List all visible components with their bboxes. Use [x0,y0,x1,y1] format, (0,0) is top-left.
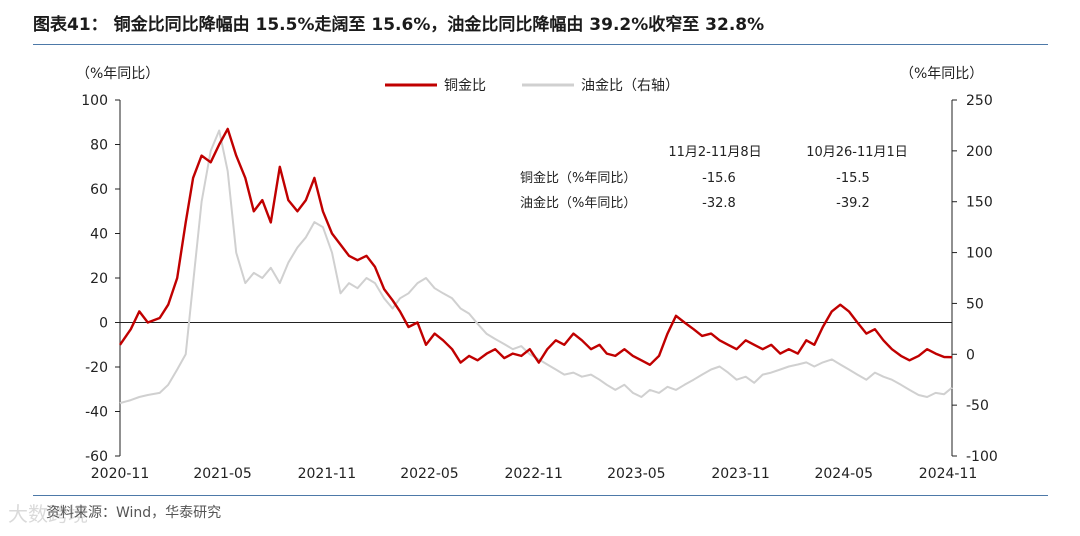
table-cell-copper-gold-previous: -15.5 [836,171,870,186]
left-axis-unit: （%年同比） [76,66,159,82]
left-axis-tick-label: 40 [90,227,108,243]
left-axis-tick-label: 20 [90,271,108,287]
legend-label-oil-gold: 油金比（右轴） [581,78,679,94]
series-line-copper-gold [119,127,953,366]
left-axis-tick-label: 80 [90,138,108,154]
source-note: 资料来源：Wind，华泰研究 [46,505,222,521]
right-axis-tick-label: 0 [966,347,975,363]
table-row-label-copper-gold: 铜金比（%年同比） [520,170,636,186]
chart: （%年同比） （%年同比） 铜金比 油金比（右轴） 100806040200-2… [76,66,998,482]
table-cell-copper-gold-current: -15.6 [702,171,736,186]
x-axis-tick-label: 2022-11 [504,466,563,482]
right-axis-tick-label: -50 [966,398,989,414]
x-axis-tick-label: 2021-05 [193,466,252,482]
x-axis-tick-label: 2022-05 [400,466,459,482]
series-line-oil-gold [119,129,953,405]
table-cell-oil-gold-previous: -39.2 [836,196,870,211]
watermark: 大数跨境 [8,502,88,526]
x-axis-tick-label: 2023-11 [711,466,770,482]
left-axis-tick-label: 0 [99,316,108,332]
left-axis-tick-label: -60 [85,449,108,465]
x-axis-tick-label: 2021-11 [298,466,357,482]
table-cell-oil-gold-current: -32.8 [702,196,736,211]
right-axis-tick-label: 250 [966,93,993,109]
left-axis-tick-label: 60 [90,182,108,198]
x-axis-tick-label: 2024-11 [919,466,978,482]
right-axis-unit: （%年同比） [900,66,983,82]
left-axis-tick-label: 100 [81,93,108,109]
legend: 铜金比 油金比（右轴） [385,78,679,94]
footer-divider [33,495,1048,496]
x-axis-tick-label: 2024-05 [814,466,873,482]
title-divider [33,44,1048,45]
legend-label-copper-gold: 铜金比 [444,78,486,94]
right-axis-tick-label: 50 [966,296,984,312]
x-axis-tick-label: 2023-05 [607,466,666,482]
page-title: 图表41： 铜金比同比降幅由 15.5%走阔至 15.6%，油金比同比降幅由 3… [33,15,765,35]
x-axis-tick-label: 2020-11 [91,466,150,482]
data-table: 11月2-11月8日 10月26-11月1日 铜金比（%年同比） -15.6 -… [520,145,908,211]
right-axis-tick-label: 200 [966,144,993,160]
left-axis-tick-label: -20 [85,360,108,376]
left-axis-tick-label: -40 [85,405,108,421]
table-header-previous-week: 10月26-11月1日 [806,145,908,160]
right-axis-tick-label: -100 [966,449,998,465]
table-header-current-week: 11月2-11月8日 [668,145,761,160]
right-axis-tick-label: 100 [966,246,993,262]
plot-area: 100806040200-20-40-60250200150100500-50-… [81,93,998,482]
table-row-label-oil-gold: 油金比（%年同比） [520,195,636,211]
right-axis-tick-label: 150 [966,195,993,211]
